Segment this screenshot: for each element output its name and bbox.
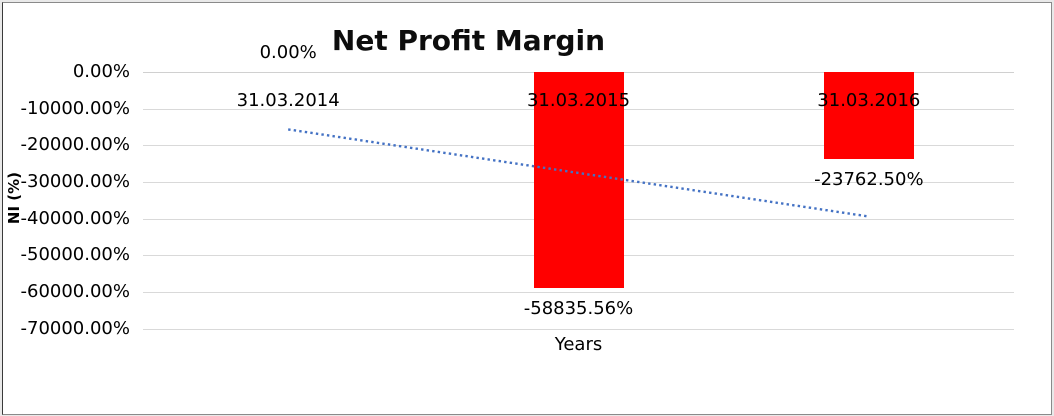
- chart-title: Net Profit Margin: [331, 24, 606, 57]
- category-label: 31.03.2015: [526, 90, 631, 111]
- x-axis-title: Years: [554, 334, 603, 355]
- gridline: [143, 292, 1014, 294]
- category-label: 31.03.2014: [236, 90, 340, 111]
- data-label: -58835.56%: [523, 297, 634, 319]
- data-label: 0.00%: [259, 42, 317, 63]
- data-label: -23762.50%: [814, 169, 924, 191]
- y-tick-label: -40000.00%: [20, 207, 131, 229]
- category-label: 31.03.2016: [817, 90, 921, 111]
- y-tick-label: -50000.00%: [20, 244, 131, 266]
- y-tick-label: -20000.00%: [20, 134, 131, 156]
- y-tick-label: -30000.00%: [20, 171, 131, 192]
- bar-31.03.2016: [823, 72, 914, 160]
- y-axis-title: NI (%): [5, 171, 23, 225]
- y-tick-label: 0.00%: [72, 61, 130, 82]
- y-tick-label: -60000.00%: [20, 281, 131, 303]
- y-tick-label: -10000.00%: [20, 97, 131, 119]
- y-tick-label: -70000.00%: [20, 317, 131, 339]
- gridline: [143, 328, 1014, 330]
